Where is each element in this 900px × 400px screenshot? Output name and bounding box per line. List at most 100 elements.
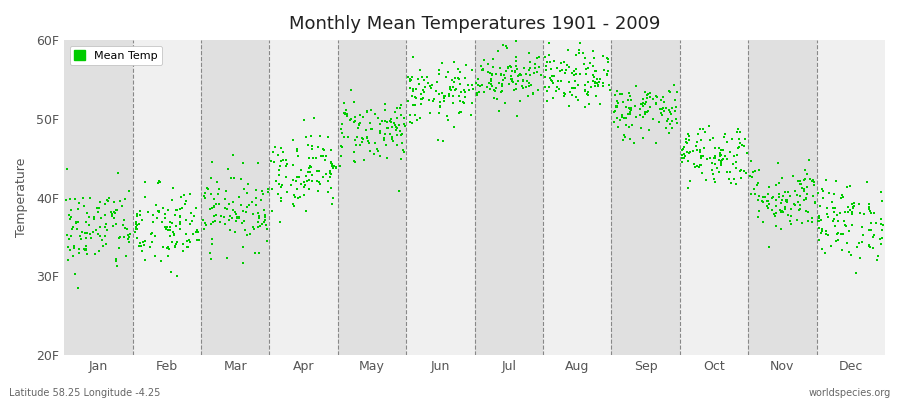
Point [374, 120, 388, 127]
Point [464, 67, 479, 73]
Point [105, 223, 120, 229]
Point [690, 162, 705, 169]
Point [121, 232, 135, 238]
Point [71, 200, 86, 206]
Point [475, 82, 490, 88]
Point [811, 190, 825, 196]
Point [714, 162, 728, 168]
Point [109, 206, 123, 213]
Point [748, 168, 762, 174]
Point [448, 86, 463, 93]
Point [807, 199, 822, 206]
Point [641, 107, 655, 114]
Point [394, 130, 409, 137]
Point [615, 112, 629, 118]
Point [805, 214, 819, 221]
Point [802, 156, 816, 163]
Point [188, 229, 202, 236]
Point [568, 78, 582, 84]
Point [452, 93, 466, 99]
Point [321, 189, 336, 196]
Point [662, 107, 677, 114]
Point [720, 169, 734, 175]
Bar [543, 40, 611, 355]
Point [109, 221, 123, 227]
Point [538, 67, 553, 73]
Point [769, 182, 783, 189]
Point [643, 94, 657, 100]
Point [338, 110, 352, 116]
Point [414, 101, 428, 107]
Point [577, 61, 591, 67]
Point [206, 218, 220, 225]
Point [841, 204, 855, 210]
Point [92, 248, 106, 254]
Point [519, 71, 534, 78]
Point [165, 220, 179, 226]
Point [842, 209, 856, 215]
Point [212, 201, 227, 207]
Point [494, 82, 508, 89]
Point [513, 71, 527, 77]
Point [129, 220, 143, 227]
Point [78, 218, 93, 225]
Point [680, 130, 695, 137]
Point [441, 68, 455, 75]
Point [491, 48, 506, 54]
Point [875, 227, 889, 233]
Point [68, 220, 83, 227]
Point [408, 112, 422, 119]
Point [534, 72, 548, 78]
Point [324, 147, 338, 153]
Point [397, 149, 411, 156]
Point [839, 223, 853, 230]
Point [761, 201, 776, 207]
Point [207, 204, 221, 210]
Point [712, 169, 726, 176]
Point [229, 217, 243, 224]
Point [240, 190, 255, 196]
Point [290, 146, 304, 153]
Point [776, 209, 790, 216]
Point [173, 206, 187, 212]
Point [158, 224, 173, 230]
Point [832, 218, 846, 224]
Point [93, 232, 107, 239]
Point [687, 160, 701, 167]
Point [91, 231, 105, 238]
Point [750, 181, 764, 188]
Point [191, 229, 205, 236]
Point [780, 199, 795, 206]
Point [255, 221, 269, 227]
Point [832, 210, 847, 216]
Point [509, 66, 524, 72]
Point [457, 100, 472, 106]
Point [290, 174, 304, 181]
Point [92, 204, 106, 211]
Point [538, 84, 553, 90]
Point [770, 203, 784, 209]
Point [851, 200, 866, 207]
Point [827, 209, 842, 215]
Point [694, 153, 708, 160]
Point [249, 195, 264, 201]
Point [271, 152, 285, 159]
Point [481, 60, 495, 67]
Point [697, 153, 711, 159]
Point [657, 108, 671, 114]
Point [353, 111, 367, 118]
Point [122, 239, 136, 245]
Point [732, 126, 746, 132]
Point [585, 72, 599, 79]
Point [318, 157, 332, 164]
Point [451, 66, 465, 72]
Point [503, 72, 517, 79]
Point [855, 239, 869, 246]
Point [861, 227, 876, 233]
Point [508, 54, 523, 60]
Point [207, 203, 221, 209]
Point [390, 142, 404, 148]
Point [343, 116, 357, 123]
Point [313, 181, 328, 187]
Point [545, 78, 560, 84]
